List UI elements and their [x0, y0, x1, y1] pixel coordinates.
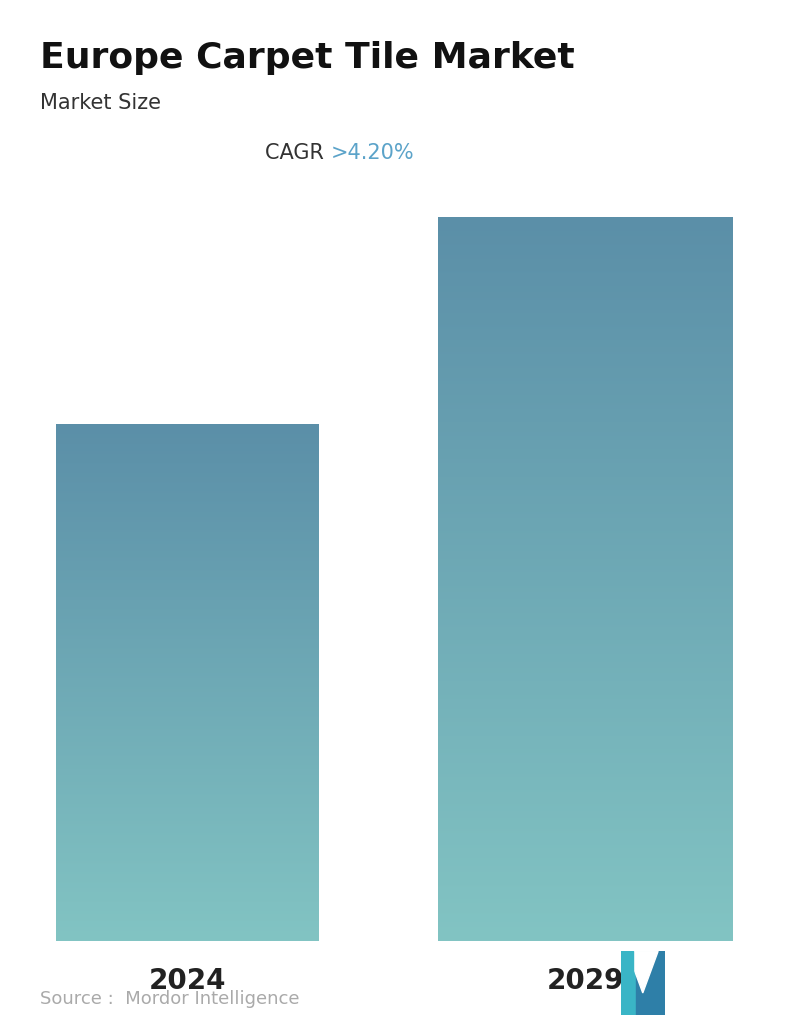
Polygon shape [632, 951, 654, 990]
Text: Source :  Mordor Intelligence: Source : Mordor Intelligence [40, 991, 299, 1008]
Text: 2029: 2029 [546, 967, 624, 995]
Polygon shape [636, 951, 650, 1015]
Text: Europe Carpet Tile Market: Europe Carpet Tile Market [40, 41, 575, 75]
Text: Market Size: Market Size [40, 93, 161, 113]
Text: 2024: 2024 [148, 967, 226, 995]
Polygon shape [621, 951, 633, 1015]
Text: CAGR: CAGR [265, 143, 330, 162]
Polygon shape [627, 951, 658, 993]
Polygon shape [621, 951, 636, 1015]
Text: >4.20%: >4.20% [330, 143, 414, 162]
Polygon shape [650, 951, 665, 1015]
